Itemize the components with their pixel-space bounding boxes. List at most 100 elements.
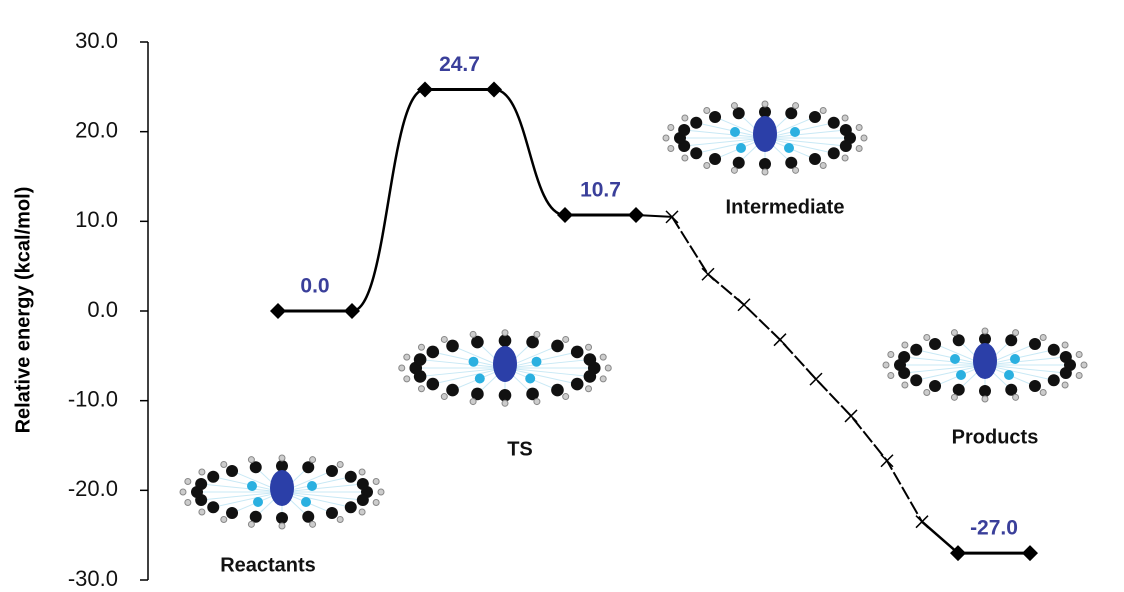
atom bbox=[856, 146, 862, 152]
atom bbox=[404, 354, 410, 360]
molecule bbox=[180, 455, 384, 529]
atom bbox=[600, 354, 606, 360]
bond bbox=[201, 484, 282, 492]
atom bbox=[910, 374, 922, 386]
atom bbox=[532, 357, 542, 367]
level-point bbox=[270, 303, 286, 319]
atom bbox=[704, 107, 710, 113]
atom bbox=[704, 163, 710, 169]
scan-point bbox=[774, 334, 786, 346]
atom bbox=[475, 374, 485, 384]
level-point bbox=[557, 207, 573, 223]
atom bbox=[248, 457, 254, 463]
atom bbox=[883, 362, 889, 368]
atom bbox=[586, 344, 592, 350]
atom bbox=[571, 346, 584, 359]
atom bbox=[378, 489, 384, 495]
atom bbox=[307, 481, 317, 491]
atom bbox=[414, 353, 427, 366]
metal bbox=[270, 470, 294, 506]
y-tick-label: -10.0 bbox=[68, 386, 118, 411]
atom bbox=[279, 523, 285, 529]
atom bbox=[326, 465, 338, 477]
molecule bbox=[663, 101, 867, 175]
scan-point bbox=[810, 373, 822, 385]
atom bbox=[759, 158, 771, 170]
atom bbox=[951, 330, 957, 336]
atom bbox=[820, 107, 826, 113]
level-name: Reactants bbox=[220, 554, 316, 576]
level-point bbox=[417, 82, 433, 98]
bond bbox=[684, 130, 765, 138]
atom bbox=[276, 512, 288, 524]
atom bbox=[345, 471, 357, 483]
atom bbox=[470, 331, 476, 337]
level-name: Intermediate bbox=[726, 196, 845, 218]
bond bbox=[282, 484, 363, 492]
atom bbox=[731, 103, 737, 109]
scan-point bbox=[702, 268, 714, 280]
atom bbox=[310, 457, 316, 463]
atom bbox=[426, 378, 439, 391]
atom bbox=[345, 501, 357, 513]
atom bbox=[185, 500, 191, 506]
atom bbox=[404, 376, 410, 382]
level-name: TS bbox=[507, 438, 533, 460]
atom bbox=[441, 394, 447, 400]
atom bbox=[690, 117, 702, 129]
atom bbox=[310, 521, 316, 527]
atom bbox=[929, 338, 941, 350]
atom bbox=[730, 127, 740, 137]
molecule bbox=[399, 330, 612, 407]
atom bbox=[226, 465, 238, 477]
value-label: 24.7 bbox=[439, 53, 480, 76]
atom bbox=[979, 385, 991, 397]
atom bbox=[195, 478, 207, 490]
value-label: -27.0 bbox=[970, 517, 1018, 540]
atom bbox=[1048, 344, 1060, 356]
atom bbox=[856, 124, 862, 130]
atom bbox=[221, 517, 227, 523]
scan-point bbox=[916, 516, 928, 528]
atom bbox=[571, 378, 584, 391]
atom bbox=[682, 115, 688, 121]
atom bbox=[357, 494, 369, 506]
atom bbox=[373, 478, 379, 484]
atom bbox=[840, 140, 852, 152]
atom bbox=[731, 167, 737, 173]
atom bbox=[418, 344, 424, 350]
metal bbox=[753, 116, 777, 152]
atom bbox=[1048, 374, 1060, 386]
atom bbox=[418, 386, 424, 392]
atom bbox=[551, 384, 564, 397]
y-tick-label: 20.0 bbox=[75, 117, 118, 142]
atom bbox=[709, 153, 721, 165]
atom bbox=[1062, 382, 1068, 388]
atom bbox=[207, 471, 219, 483]
atom bbox=[525, 374, 535, 384]
atom bbox=[180, 489, 186, 495]
atom bbox=[690, 147, 702, 159]
atom bbox=[1013, 394, 1019, 400]
atom bbox=[247, 481, 257, 491]
atom bbox=[1004, 370, 1014, 380]
atom bbox=[499, 334, 512, 347]
atom bbox=[663, 135, 669, 141]
atom bbox=[668, 146, 674, 152]
atom bbox=[898, 351, 910, 363]
level-point bbox=[344, 303, 360, 319]
atom bbox=[1081, 362, 1087, 368]
atom bbox=[301, 497, 311, 507]
atom bbox=[956, 370, 966, 380]
y-tick-label: 0.0 bbox=[87, 297, 118, 322]
bond bbox=[985, 365, 1066, 373]
level-point bbox=[1022, 545, 1038, 561]
atom bbox=[1060, 367, 1072, 379]
molecule bbox=[883, 328, 1087, 402]
atom bbox=[584, 353, 597, 366]
atom bbox=[762, 169, 768, 175]
atom bbox=[1040, 390, 1046, 396]
atom bbox=[1040, 334, 1046, 340]
atom bbox=[924, 390, 930, 396]
connector bbox=[494, 90, 565, 216]
